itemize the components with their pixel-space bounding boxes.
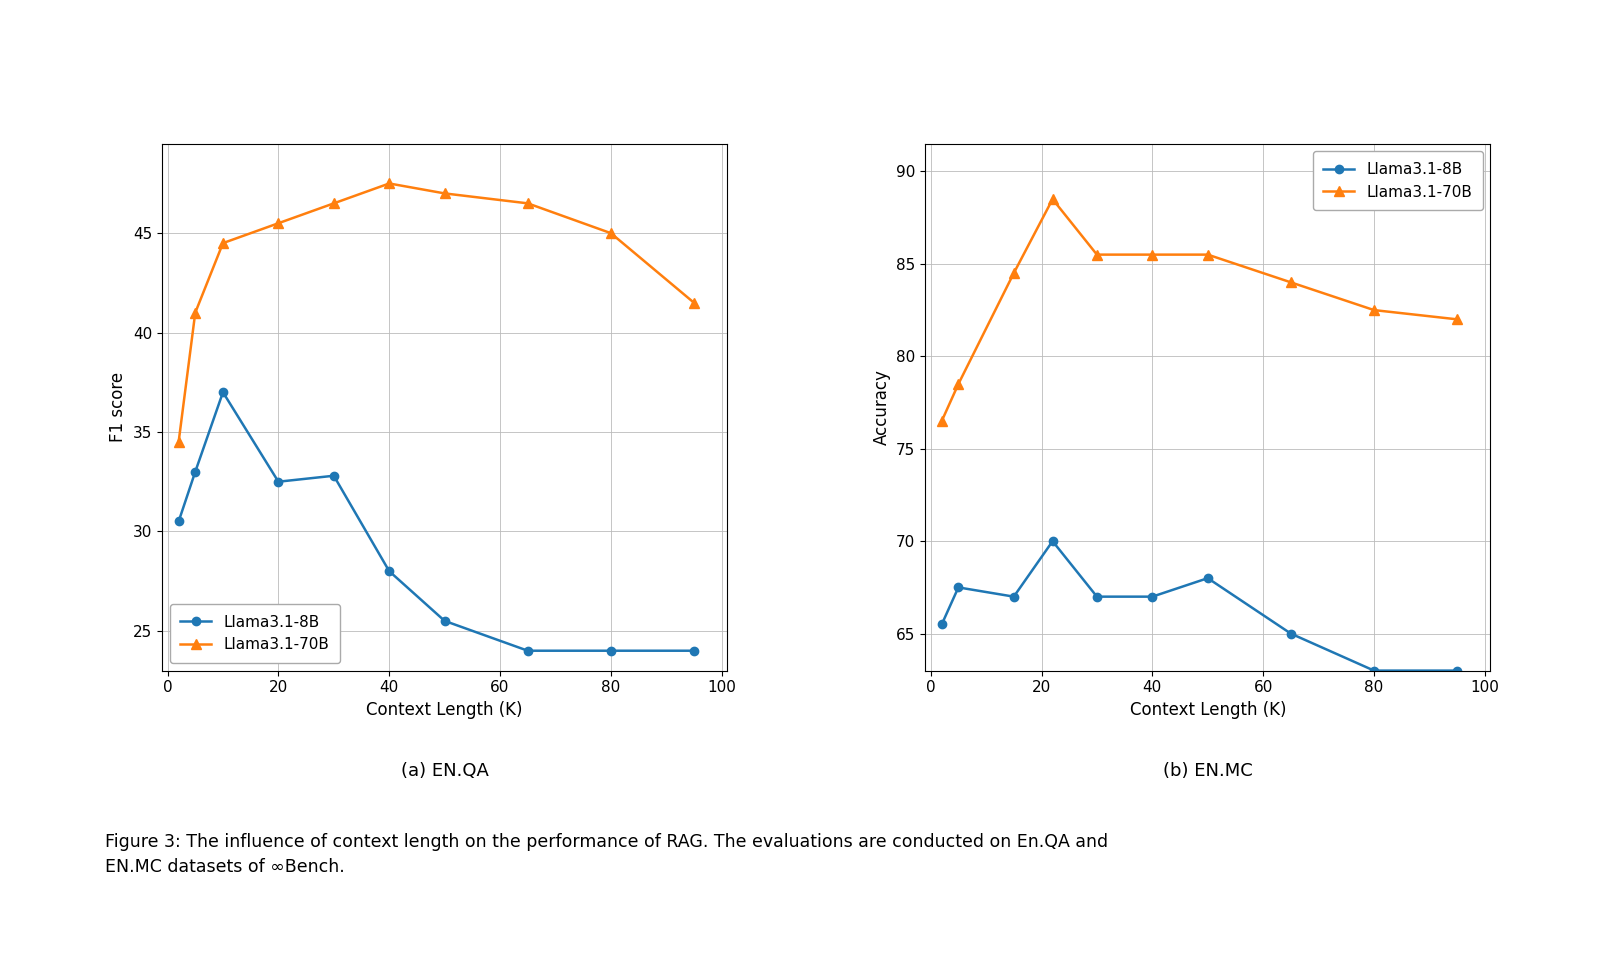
Llama3.1-8B (1364, 665, 1383, 676)
Llama3.1-70B (1043, 194, 1063, 205)
Llama3.1-70B (168, 436, 188, 447)
Llama3.1-8B (1004, 591, 1024, 603)
Llama3.1-8B (324, 470, 343, 482)
Llama3.1-8B (518, 645, 538, 656)
Llama3.1-70B (1004, 267, 1024, 279)
Llama3.1-8B (379, 565, 399, 577)
Llama3.1-70B (518, 197, 538, 209)
Llama3.1-70B (949, 378, 969, 390)
Y-axis label: F1 score: F1 score (109, 372, 128, 443)
Llama3.1-8B (1281, 627, 1301, 639)
Y-axis label: Accuracy: Accuracy (873, 369, 891, 445)
X-axis label: Context Length (K): Context Length (K) (366, 701, 523, 718)
Line: Llama3.1-8B: Llama3.1-8B (938, 537, 1461, 674)
Llama3.1-70B (1142, 249, 1162, 261)
Line: Llama3.1-70B: Llama3.1-70B (173, 178, 698, 446)
Llama3.1-8B (931, 619, 951, 630)
Llama3.1-70B (931, 415, 951, 426)
Llama3.1-8B (434, 615, 454, 627)
Line: Llama3.1-8B: Llama3.1-8B (175, 388, 698, 655)
Legend: Llama3.1-8B, Llama3.1-70B: Llama3.1-8B, Llama3.1-70B (1312, 151, 1482, 211)
Llama3.1-8B (186, 466, 206, 477)
Text: (a) EN.QA: (a) EN.QA (400, 762, 489, 780)
Llama3.1-70B (601, 227, 620, 239)
Llama3.1-70B (1199, 249, 1218, 261)
Text: Figure 3: The influence of context length on the performance of RAG. The evaluat: Figure 3: The influence of context lengt… (105, 833, 1108, 877)
Llama3.1-8B (1043, 536, 1063, 547)
Llama3.1-8B (1447, 665, 1466, 676)
Llama3.1-8B (168, 515, 188, 527)
Llama3.1-70B (1364, 305, 1383, 316)
Llama3.1-8B (1142, 591, 1162, 603)
Llama3.1-70B (379, 178, 399, 190)
X-axis label: Context Length (K): Context Length (K) (1129, 701, 1286, 718)
Llama3.1-70B (324, 197, 343, 209)
Llama3.1-70B (1087, 249, 1106, 261)
Llama3.1-70B (434, 188, 454, 199)
Llama3.1-8B (1087, 591, 1106, 603)
Llama3.1-70B (269, 217, 288, 229)
Llama3.1-8B (601, 645, 620, 656)
Llama3.1-70B (186, 307, 206, 318)
Llama3.1-70B (1447, 313, 1466, 325)
Llama3.1-8B (269, 476, 288, 488)
Llama3.1-70B (684, 297, 703, 308)
Llama3.1-8B (214, 386, 233, 398)
Text: (b) EN.MC: (b) EN.MC (1163, 762, 1252, 780)
Line: Llama3.1-70B: Llama3.1-70B (936, 194, 1461, 426)
Llama3.1-70B (1281, 277, 1301, 288)
Legend: Llama3.1-8B, Llama3.1-70B: Llama3.1-8B, Llama3.1-70B (170, 604, 340, 663)
Llama3.1-8B (1199, 573, 1218, 584)
Llama3.1-8B (949, 582, 969, 593)
Llama3.1-8B (684, 645, 703, 656)
Llama3.1-70B (214, 238, 233, 249)
